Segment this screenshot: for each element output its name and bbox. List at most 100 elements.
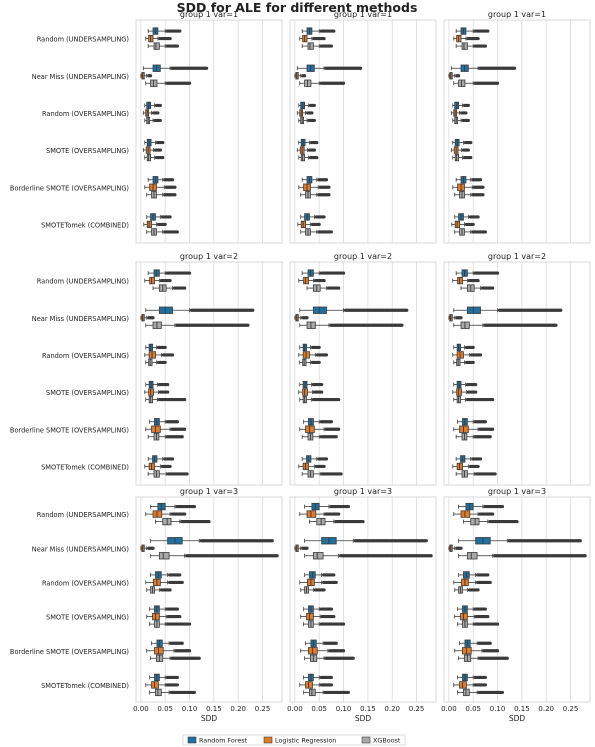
box-xgb: [309, 517, 365, 526]
box-xgb: [150, 552, 279, 560]
box-xgb: [455, 42, 487, 50]
box-lr: [296, 146, 316, 154]
legend-label: XGBoost: [373, 737, 401, 745]
box-rf: [145, 343, 167, 352]
box-iqr: [302, 388, 308, 396]
box-iqr: [148, 388, 154, 396]
method-label: Near Miss (UNDERSAMPLING): [32, 545, 129, 553]
box-xgb: [144, 116, 162, 125]
box-rf: [150, 502, 196, 511]
panel-title: group 1 var=2: [488, 252, 546, 261]
box-lr: [299, 510, 341, 518]
panel-r1-c3: group 1 var=1: [443, 10, 591, 244]
box-xgb: [304, 654, 355, 662]
box-xgb: [147, 470, 189, 478]
box-iqr: [307, 42, 314, 50]
box-lr: [140, 544, 155, 552]
panel-frame: [135, 261, 283, 486]
box-xgb: [452, 116, 470, 125]
box-rf: [147, 455, 175, 463]
box-lr: [453, 34, 480, 43]
x-axis-label: SDD: [509, 714, 526, 723]
box-rf: [144, 101, 162, 110]
box-xgb: [146, 191, 177, 199]
box-xgb: [303, 620, 346, 628]
box-lr: [300, 647, 346, 655]
x-axis-label: SDD: [355, 714, 372, 723]
box-lr: [297, 220, 321, 229]
box-iqr: [155, 688, 162, 697]
box-xgb: [145, 358, 167, 367]
method-label: SMOTE (OVERSAMPLING): [46, 147, 129, 155]
box-xgb: [299, 395, 341, 404]
box-rf: [147, 176, 175, 184]
box-lr: [145, 681, 179, 689]
method-label: Random (OVERSAMPLING): [42, 579, 129, 587]
x-tick-label: 0.20: [384, 705, 400, 713]
box-lr: [145, 425, 187, 433]
box-iqr: [149, 276, 155, 285]
box-iqr: [308, 647, 318, 655]
box-iqr: [312, 306, 327, 314]
box-iqr: [461, 42, 468, 50]
x-tick-label: 0.25: [409, 705, 425, 713]
box-rf: [455, 27, 490, 35]
box-rf: [304, 502, 350, 511]
box-rf: [296, 64, 363, 72]
box-rf: [458, 502, 504, 511]
box-rf: [149, 418, 179, 426]
legend-frame: [182, 734, 406, 746]
method-label: SMOTETomek (COMBINED): [41, 221, 129, 229]
box-iqr: [153, 42, 160, 50]
panels-layer: Random (UNDERSAMPLING) Near Miss (UNDERSA…: [10, 10, 591, 723]
box-iqr: [459, 681, 467, 689]
box-lr: [452, 462, 480, 471]
method-label: Near Miss (UNDERSAMPLING): [32, 73, 129, 81]
box-lr: [298, 351, 329, 359]
method-label: Random (UNDERSAMPLING): [37, 511, 129, 519]
box-iqr: [456, 388, 462, 396]
panel-r2-c2: group 1 var=2: [289, 252, 437, 486]
box-rf: [142, 64, 209, 72]
panel-title: group 1 var=1: [334, 10, 392, 19]
box-rf: [457, 605, 487, 613]
box-iqr: [158, 306, 173, 314]
legend-swatch: [361, 736, 371, 744]
box-lr: [453, 681, 487, 689]
box-lr: [454, 647, 500, 655]
box-rf: [458, 537, 582, 545]
box-rf: [459, 639, 492, 647]
method-label: SMOTE (OVERSAMPLING): [46, 614, 129, 622]
box-rf: [457, 418, 487, 426]
legend-label: Random Forest: [199, 737, 248, 745]
x-tick-label: 0.25: [255, 705, 271, 713]
panel-r2-c3: group 1 var=2: [443, 252, 591, 486]
box-lr: [294, 72, 307, 80]
box-xgb: [145, 321, 250, 329]
box-rf: [301, 176, 329, 184]
box-lr: [144, 388, 170, 396]
box-lr: [299, 578, 338, 587]
box-lr: [298, 388, 324, 396]
box-rf: [450, 64, 517, 72]
box-xgb: [455, 433, 492, 441]
box-iqr: [459, 425, 469, 433]
box-xgb: [454, 586, 480, 594]
panel-frame: [289, 261, 437, 486]
panel-r3-c2: group 1 var=3 0.00 0.05 0.10 0.15 0.20 0.25 SDD: [287, 487, 437, 723]
box-rf: [303, 673, 333, 682]
box-lr: [448, 72, 461, 80]
box-lr: [144, 462, 172, 471]
box-rf: [457, 673, 487, 682]
panel-title: group 1 var=3: [488, 487, 546, 496]
legend-label: Logistic Regression: [275, 737, 336, 745]
box-xgb: [303, 688, 350, 697]
method-label: Random (UNDERSAMPLING): [37, 36, 129, 44]
panel-r1-c2: group 1 var=1: [289, 10, 437, 244]
method-label: SMOTE (OVERSAMPLING): [46, 389, 129, 397]
method-label: Random (OVERSAMPLING): [42, 110, 129, 118]
method-label: Near Miss (UNDERSAMPLING): [32, 315, 129, 323]
box-iqr: [303, 276, 309, 285]
panel-frame: [443, 496, 591, 703]
box-rf: [454, 213, 480, 221]
